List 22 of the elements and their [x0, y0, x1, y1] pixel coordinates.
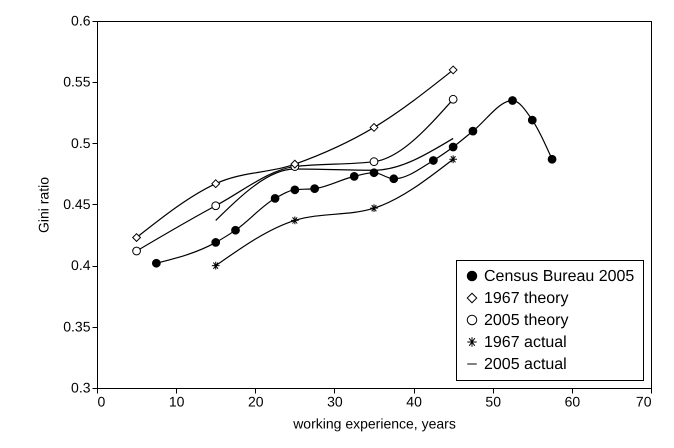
legend-label: Census Bureau 2005	[484, 268, 634, 285]
legend-label: 1967 actual	[484, 334, 567, 351]
x-tick-label: 0	[98, 394, 106, 410]
x-tick-label: 10	[168, 394, 185, 410]
legend-label: 2005 theory	[484, 312, 569, 329]
y-tick-label: 0.55	[63, 74, 91, 90]
x-tick-label: 30	[327, 394, 343, 410]
y-axis-title: Gini ratio	[35, 176, 52, 234]
y-tick-label: 0.45	[63, 196, 91, 212]
x-tick-label: 40	[406, 394, 422, 410]
legend-label: 1967 theory	[484, 290, 569, 307]
y-tick-label: 0.6	[71, 12, 91, 28]
y-tick-label: 0.35	[63, 318, 91, 334]
x-tick-label: 60	[564, 394, 580, 410]
y-tick-label: 0.3	[71, 380, 91, 396]
y-tick-label: 0.4	[71, 257, 91, 274]
x-tick-label: 50	[485, 394, 502, 410]
x-tick-label: 70	[636, 394, 652, 410]
y-tick-label: 0.5	[71, 134, 91, 151]
x-tick-label: 20	[248, 394, 264, 410]
legend-label: 2005 actual	[484, 356, 567, 373]
x-axis-title: working experience, years	[292, 416, 456, 432]
